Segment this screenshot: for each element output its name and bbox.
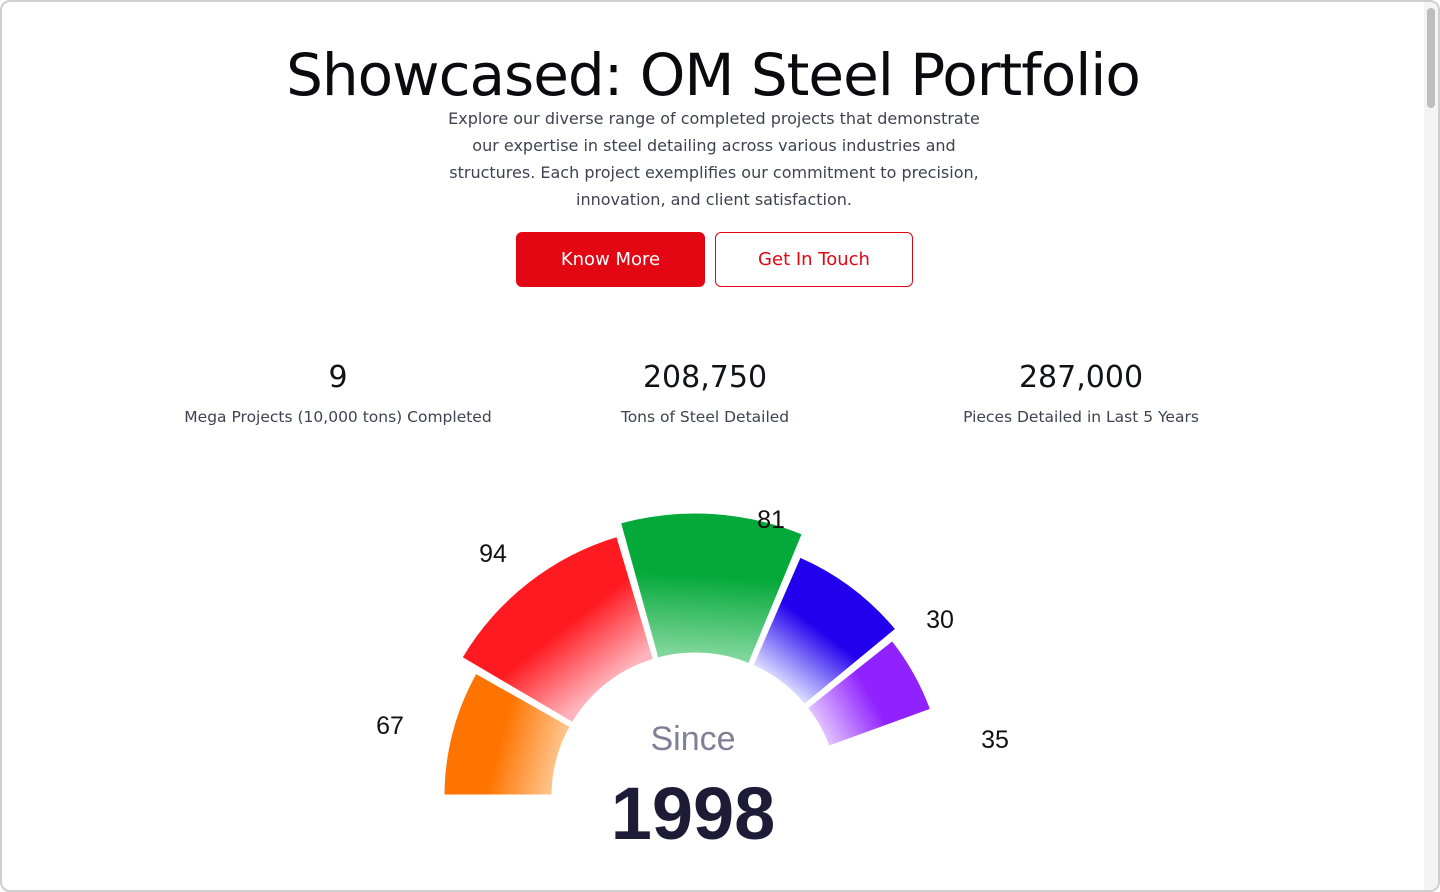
gauge-segment-label: 30 bbox=[926, 606, 954, 634]
know-more-button[interactable]: Know More bbox=[516, 232, 705, 287]
stat-label: Mega Projects (10,000 tons) Completed bbox=[184, 408, 492, 426]
stat-pieces-detailed: 287,000 Pieces Detailed in Last 5 Years bbox=[901, 357, 1261, 427]
scrollbar-track[interactable] bbox=[1424, 2, 1438, 890]
gauge-caption: Since bbox=[650, 720, 735, 758]
gauge-segment bbox=[749, 553, 900, 708]
hero-description: Explore our diverse range of completed p… bbox=[448, 109, 980, 209]
gauge-segment-label: 81 bbox=[757, 506, 785, 534]
stat-value: 287,000 bbox=[1018, 360, 1144, 395]
gauge-labels: 67 94 81 30 35 bbox=[376, 506, 1009, 754]
gauge-segment bbox=[617, 510, 806, 667]
gauge-segment bbox=[804, 637, 934, 750]
stat-tons-detailed: 208,750 Tons of Steel Detailed bbox=[525, 357, 885, 427]
stat-label: Pieces Detailed in Last 5 Years bbox=[963, 408, 1199, 426]
scrollbar-thumb[interactable] bbox=[1427, 8, 1435, 108]
stat-mega-projects: 9 Mega Projects (10,000 tons) Completed bbox=[158, 357, 518, 427]
gauge-segment bbox=[441, 670, 574, 798]
get-in-touch-button[interactable]: Get In Touch bbox=[715, 232, 913, 287]
gauge-segment-label: 94 bbox=[479, 540, 507, 568]
stat-label: Tons of Steel Detailed bbox=[620, 408, 790, 426]
gauge-segment-label: 35 bbox=[981, 726, 1009, 754]
gauge-year: 1998 bbox=[611, 772, 776, 855]
gauge-segments bbox=[441, 510, 934, 798]
stat-value: 208,750 bbox=[642, 360, 768, 395]
stat-value: 9 bbox=[328, 360, 348, 395]
gauge-segment bbox=[458, 533, 657, 726]
gauge-segment-label: 67 bbox=[376, 712, 404, 740]
page-title: Showcased: OM Steel Portfolio bbox=[286, 40, 1141, 109]
